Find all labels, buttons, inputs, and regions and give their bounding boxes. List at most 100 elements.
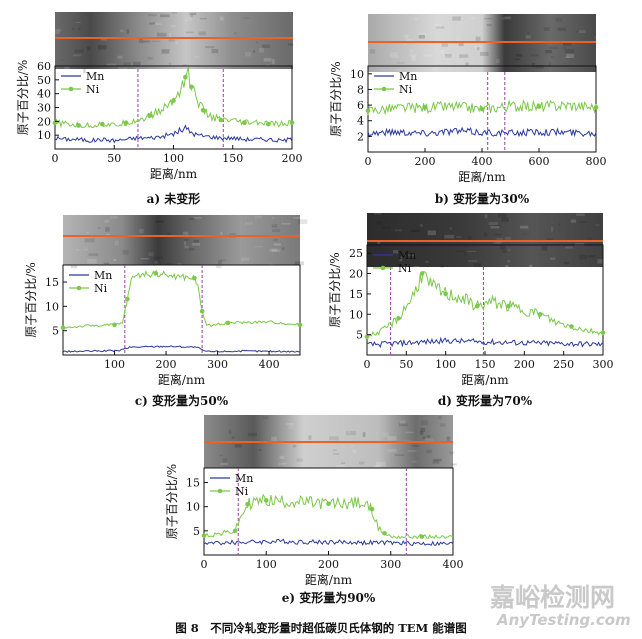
tem-texture <box>420 428 426 432</box>
tem-texture <box>422 436 426 440</box>
tem-texture <box>467 260 478 263</box>
tem-texture <box>494 224 502 226</box>
tem-texture <box>504 236 511 240</box>
tem-texture <box>243 17 250 19</box>
x-tick-label-e: 400 <box>443 558 464 571</box>
x-tick-label-d: 50 <box>399 358 413 371</box>
tem-texture <box>194 56 200 58</box>
tem-texture <box>527 32 531 36</box>
tem-texture <box>574 242 585 246</box>
tem-texture <box>286 422 294 425</box>
tem-texture <box>392 249 399 254</box>
series-ni-line-c <box>62 269 301 329</box>
tem-texture <box>273 243 281 246</box>
tem-texture <box>501 17 512 20</box>
tem-texture <box>419 431 424 436</box>
tem-texture <box>530 54 539 57</box>
tem-texture <box>271 58 275 64</box>
tem-texture <box>182 231 189 237</box>
tem-texture <box>486 24 492 27</box>
tem-texture <box>550 56 555 58</box>
ni-point-e <box>369 506 375 512</box>
y-tick-label-b: 10 <box>350 68 364 81</box>
x-tick-label-e: 300 <box>380 558 401 571</box>
y-tick-label-d: 25 <box>349 247 363 260</box>
tem-texture <box>155 220 164 223</box>
tem-texture <box>175 41 179 44</box>
tem-texture <box>426 449 432 454</box>
tem-texture <box>565 246 573 249</box>
watermark-cn: 嘉峪检测网 <box>490 583 615 612</box>
tem-texture <box>273 238 278 242</box>
tem-texture <box>578 30 586 34</box>
tem-texture <box>493 241 501 244</box>
tem-texture <box>170 25 176 27</box>
tem-texture <box>262 416 269 420</box>
tem-texture <box>389 52 398 57</box>
tem-texture <box>566 54 575 58</box>
tem-texture <box>475 36 481 41</box>
ni-point-e <box>419 534 425 539</box>
series-mn-line-d <box>366 336 604 348</box>
tem-texture <box>154 261 159 264</box>
tem-texture <box>109 216 118 219</box>
tem-texture <box>451 463 457 466</box>
ni-point-e <box>245 501 250 507</box>
tem-texture <box>104 219 110 223</box>
tem-texture <box>456 236 462 238</box>
tem-texture <box>72 27 75 30</box>
tem-texture <box>282 247 285 251</box>
y-tick-label-b: 6 <box>357 99 364 112</box>
tem-texture <box>587 237 593 241</box>
tem-texture <box>404 34 409 39</box>
ni-point-c <box>199 308 205 314</box>
tem-texture <box>293 216 303 219</box>
tem-texture <box>420 420 428 425</box>
tem-texture <box>531 62 536 68</box>
tem-texture <box>272 229 281 233</box>
tem-texture <box>78 27 81 31</box>
ni-point-a <box>171 98 176 103</box>
tem-texture <box>282 462 288 464</box>
tem-texture <box>86 46 91 51</box>
tem-texture <box>292 445 297 448</box>
tem-texture <box>387 436 397 441</box>
ni-point-b <box>365 108 371 113</box>
y-tick-label-e: 10 <box>186 501 200 514</box>
x-tick-label-c: 400 <box>259 358 280 371</box>
tem-texture <box>469 17 476 20</box>
legend-marker-ni-b <box>381 86 387 92</box>
x-tick-label-b: 600 <box>529 155 550 168</box>
y-tick-label-a: 10 <box>37 129 51 142</box>
y-tick-label-b: 4 <box>357 115 364 128</box>
tem-texture <box>135 67 139 72</box>
tem-texture <box>459 54 469 58</box>
tem-texture <box>563 261 570 265</box>
tem-texture <box>241 257 250 261</box>
y-tick-label-a: 50 <box>37 74 51 87</box>
ni-point-b <box>593 105 599 110</box>
tem-texture <box>465 62 469 66</box>
x-axis-label-b: 距离/nm <box>458 169 506 184</box>
tem-texture <box>288 43 294 46</box>
tem-texture <box>495 58 500 64</box>
ni-point-d <box>537 311 543 317</box>
ni-point-d <box>396 316 401 321</box>
legend-label-ni-c: Ni <box>94 282 108 295</box>
y-tick-label-b: 8 <box>357 83 364 96</box>
tem-texture <box>72 54 82 57</box>
tem-texture <box>122 249 129 255</box>
tem-texture <box>505 265 509 269</box>
tem-texture <box>418 34 425 39</box>
x-tick-label-c: 300 <box>207 358 228 371</box>
tem-texture <box>105 226 110 232</box>
tem-texture <box>452 16 461 21</box>
tem-texture <box>390 55 399 58</box>
tem-texture <box>411 445 420 447</box>
tem-texture <box>296 458 303 462</box>
tem-texture <box>139 228 144 234</box>
tem-texture <box>297 219 308 225</box>
legend-label-mn-d: Mn <box>398 249 416 262</box>
ni-point-a <box>183 74 188 80</box>
ni-point-b <box>536 104 542 109</box>
